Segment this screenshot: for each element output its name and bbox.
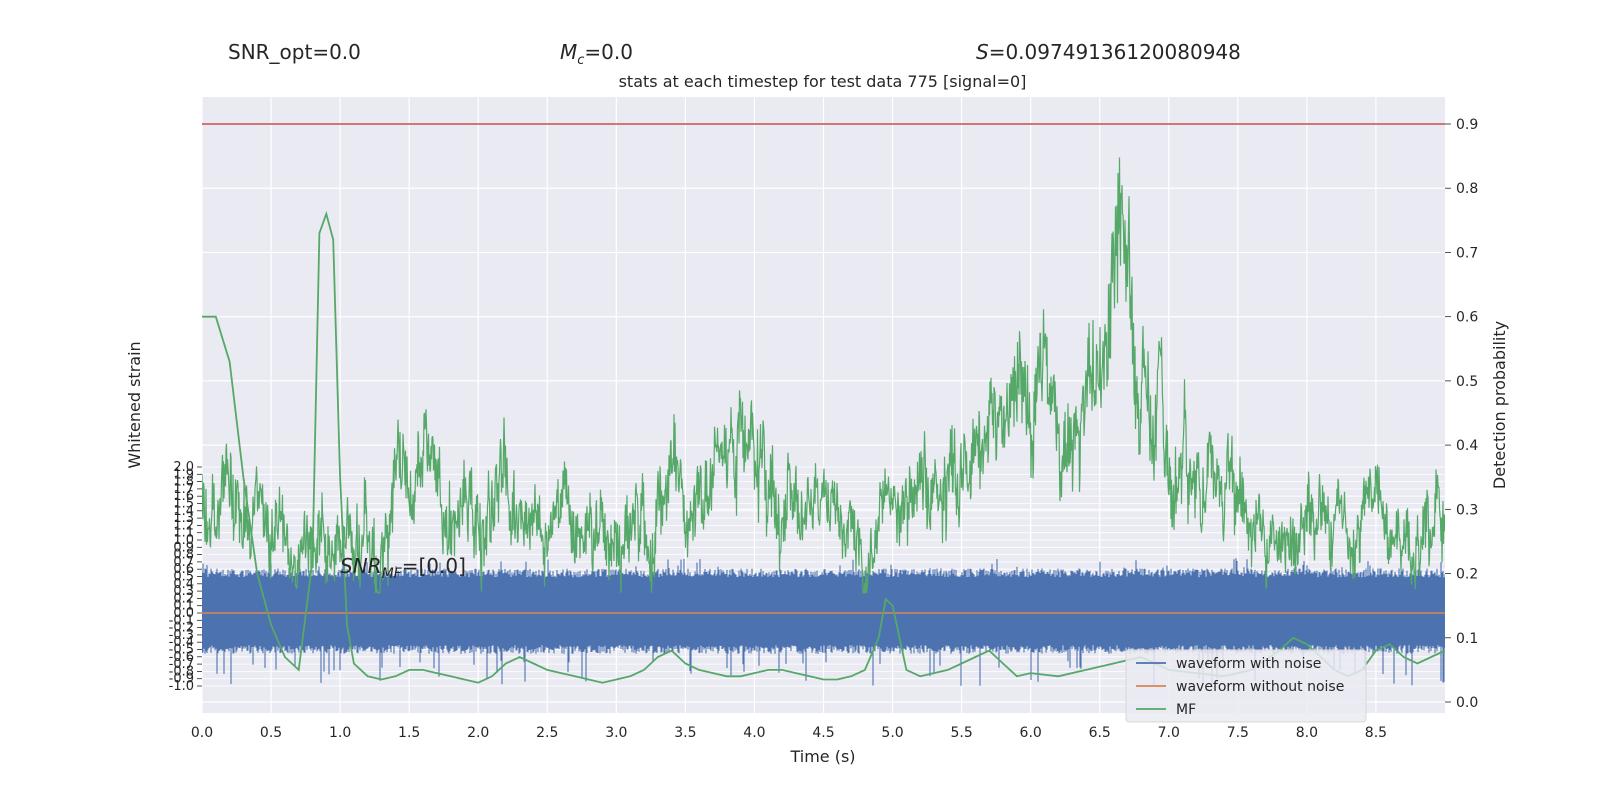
x-tick-label-12: 6.0 [1020,725,1042,741]
legend-label-waveform-without-noise: waveform without noise [1176,679,1344,695]
y-left-tick-label-2: -0.8 [169,664,194,679]
x-tick-label-13: 6.5 [1089,725,1111,741]
legend-label-waveform-with-noise: waveform with noise [1176,656,1321,672]
legend-frame [1125,649,1367,723]
y-right-tick-label-0: 0.0 [1456,695,1478,711]
y-left-tick-label-24: 1.4 [173,504,194,519]
x-tick-label-0: 0.0 [191,725,213,741]
y-right-tick-label-7: 0.7 [1456,245,1478,261]
y-right-axis-ticks: 0.0 0.1 0.2 0.3 0.4 0.5 0.6 0.7 0.8 0.9 [1445,117,1478,711]
x-tick-label-17: 8.5 [1365,725,1387,741]
y-left-axis-ticks: -1.0-0.9-0.8-0.7-0.6-0.5-0.4-0.3-0.2-0.1… [169,460,202,694]
x-tick-label-14: 7.0 [1158,725,1180,741]
s-value: =0.09749136120080948 [988,40,1241,64]
snr-mf-subscript: MF [382,566,403,582]
y-left-axis-label: Whitened strain [125,341,144,468]
y-right-tick-label-3: 0.3 [1456,502,1478,518]
y-left-tick-label-25: 1.5 [173,497,194,512]
x-tick-label-15: 7.5 [1227,725,1249,741]
y-left-tick-label-18: 0.8 [173,548,194,563]
y-right-tick-label-1: 0.1 [1456,631,1478,647]
y-left-tick-label-16: 0.6 [173,562,194,577]
y-left-tick-label-28: 1.8 [173,475,194,490]
mc-symbol: M [560,40,578,64]
y-right-tick-label-4: 0.4 [1456,438,1478,454]
snr-opt-label: SNR_opt=0.0 [228,40,361,64]
y-left-tick-label-8: -0.2 [169,621,194,636]
x-tick-label-3: 1.5 [398,725,420,741]
y-left-tick-label-7: -0.3 [169,628,194,643]
y-left-tick-label-12: 0.2 [173,591,194,606]
y-left-tick-label-29: 1.9 [173,467,194,482]
x-axis-ticks: 0.0 0.5 1.0 1.5 2.0 2.5 3.0 3.5 4.0 4.5 5.0 5.5 6.0 6… [191,725,1387,741]
x-tick-label-16: 8.0 [1296,725,1318,741]
x-tick-label-4: 2.0 [467,725,489,741]
y-left-tick-label-1: -0.9 [169,672,194,687]
x-tick-label-10: 5.0 [881,725,903,741]
y-left-tick-label-17: 0.7 [173,555,194,570]
snr-mf-value: =[0.0] [402,554,466,578]
mc-value: =0.0 [584,40,633,64]
y-left-tick-label-20: 1.0 [173,533,194,548]
legend-label-mf: MF [1176,702,1196,718]
snr-mf-annotation: SNRMF=[0.0] [340,554,466,582]
mf-noisy-path [202,157,1445,594]
chart-title: stats at each timestep for test data 775… [618,72,1027,91]
y-left-tick-label-3: -0.7 [169,657,194,672]
y-left-tick-label-21: 1.1 [173,526,194,541]
y-right-tick-label-5: 0.5 [1456,374,1478,390]
y-left-tick-label-0: -1.0 [169,679,194,694]
y-left-tick-label-22: 1.2 [173,518,194,533]
y-left-tick-label-6: -0.4 [169,635,194,650]
y-left-tick-label-5: -0.5 [169,643,194,658]
y-right-axis-label: Detection probability [1490,321,1509,489]
y-left-tick-label-30: 2.0 [173,460,194,475]
x-tick-label-2: 1.0 [329,725,351,741]
y-left-tick-label-10: 0.0 [173,606,194,621]
y-left-tick-label-23: 1.3 [173,511,194,526]
x-tick-label-6: 3.0 [605,725,627,741]
snr-mf-symbol: SNR [340,554,382,578]
y-left-tick-label-4: -0.6 [169,650,194,665]
y-left-tick-label-15: 0.5 [173,570,194,585]
s-label: S=0.09749136120080948 [976,40,1241,64]
s-symbol: S [976,40,989,64]
legend: waveform with noise waveform without noi… [1125,649,1367,723]
y-left-tick-label-26: 1.6 [173,489,194,504]
y-left-tick-label-9: -0.1 [169,613,194,628]
x-tick-label-5: 2.5 [536,725,558,741]
x-tick-label-7: 3.5 [674,725,696,741]
x-tick-label-1: 0.5 [260,725,282,741]
x-tick-label-9: 4.5 [812,725,834,741]
x-axis-label: Time (s) [789,747,855,766]
y-left-tick-label-11: 0.1 [173,599,194,614]
y-right-tick-label-8: 0.8 [1456,181,1478,197]
y-left-tick-label-19: 0.9 [173,540,194,555]
x-tick-label-11: 5.5 [950,725,972,741]
y-left-tick-label-14: 0.4 [173,577,194,592]
y-right-tick-label-9: 0.9 [1456,117,1478,133]
y-right-tick-label-2: 0.2 [1456,567,1478,583]
y-left-tick-label-13: 0.3 [173,584,194,599]
y-left-tick-label-27: 1.7 [173,482,194,497]
x-tick-label-8: 4.0 [743,725,765,741]
y-right-tick-label-6: 0.6 [1456,310,1478,326]
mc-subscript: c [577,53,585,68]
mc-label: Mc=0.0 [560,40,633,68]
